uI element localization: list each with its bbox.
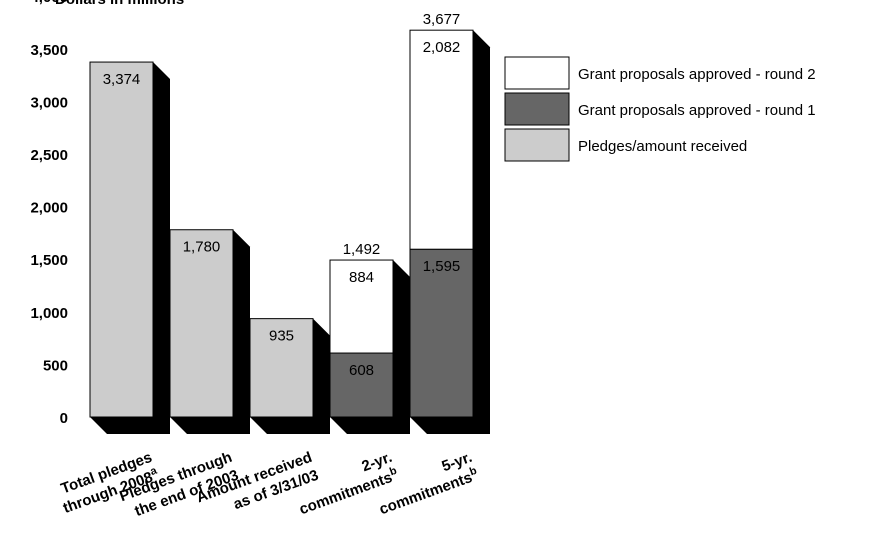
y-tick-label: 2,000 [30,200,68,217]
bar-segment [329,352,394,418]
y-tick-label: 3,500 [30,42,68,59]
footnote-marker: b [468,465,479,479]
data-label: 884 [349,269,374,286]
y-tick-label: 500 [43,357,68,374]
data-label: 3,374 [103,71,141,88]
y-axis-title: Dollars in millions [55,0,184,8]
legend-swatch [504,92,570,126]
legend-label: Grant proposals approved - round 2 [578,66,816,83]
total-label: 1,492 [343,241,381,258]
legend-label: Grant proposals approved - round 1 [578,102,816,119]
bar-segment [409,29,474,250]
bar-segment [329,259,394,354]
y-tick-label: 4,000 [30,0,68,6]
bars [89,29,474,418]
data-label: 1,780 [183,239,221,256]
bar-segment [409,248,474,418]
legend-label: Pledges/amount received [578,138,747,155]
y-tick-label: 3,000 [30,94,68,111]
legend-swatch [504,56,570,90]
value-labels: 3,374 1,780 935 608 884 1,492 1,595 2,082 3,677 [103,11,461,379]
legend: Grant proposals approved - round 2 Grant … [504,56,816,162]
footnote-marker: a [149,464,160,478]
y-tick-label: 1,500 [30,252,68,269]
y-tick-label: 2,500 [30,147,68,164]
bar-segment [249,318,314,418]
bar-segment [89,61,154,418]
y-axis: 0 500 1,000 1,500 2,000 2,500 3,000 3,500 4,000 [30,0,68,427]
data-label: 935 [269,328,294,345]
data-label: 1,595 [423,258,461,275]
y-tick-label: 0 [60,410,68,427]
data-label: 2,082 [423,39,461,56]
data-label: 608 [349,362,374,379]
footnote-marker: b [388,465,399,479]
total-label: 3,677 [423,11,461,28]
y-tick-label: 1,000 [30,305,68,322]
bar-segment [169,229,234,418]
legend-swatch [504,128,570,162]
